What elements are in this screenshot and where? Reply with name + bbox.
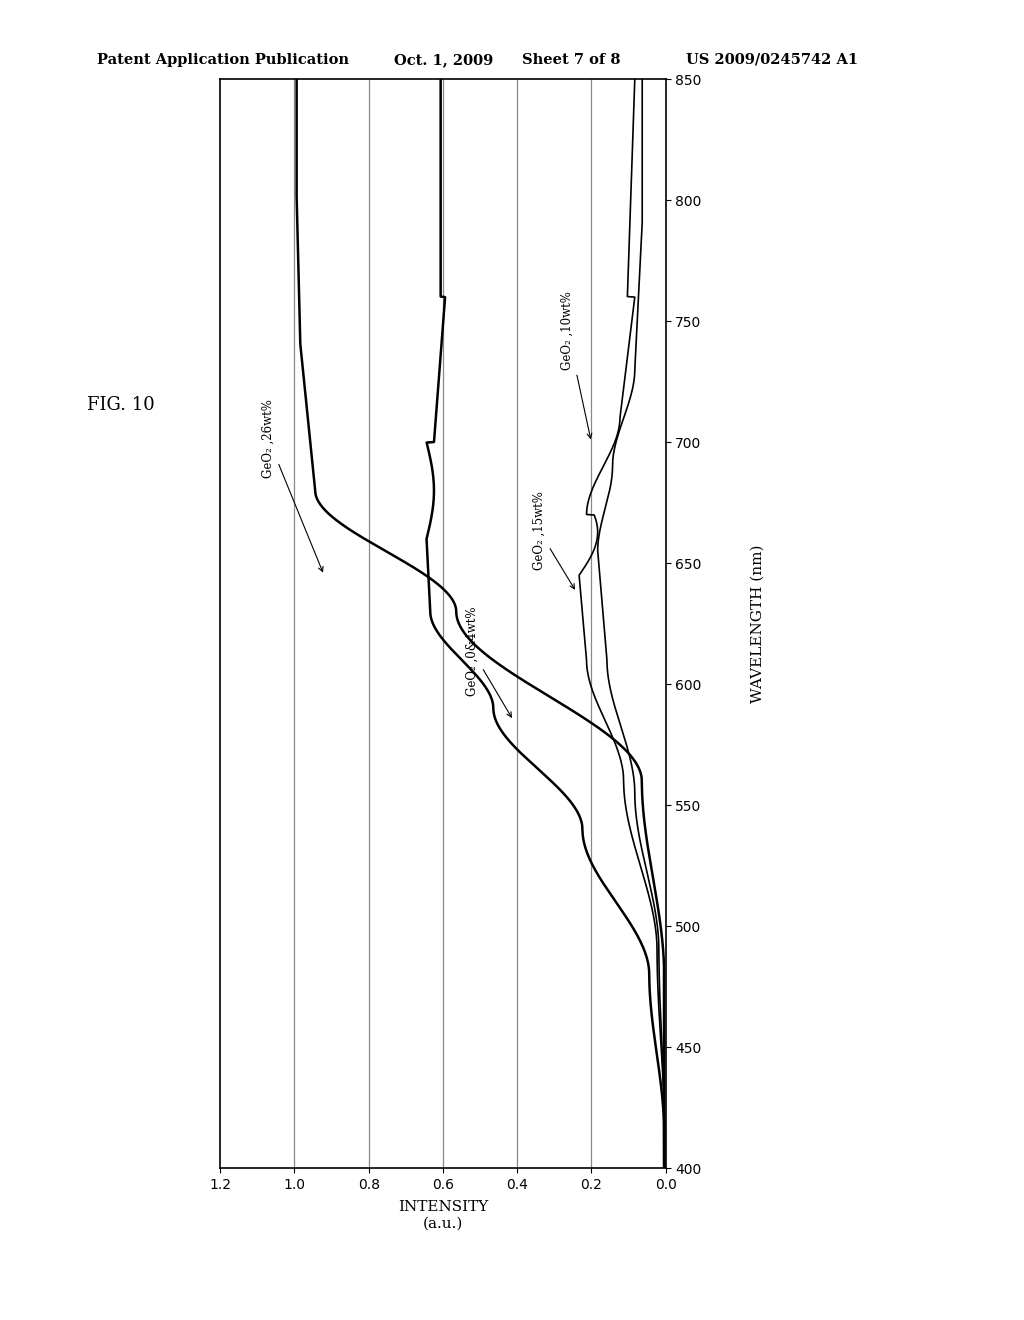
Text: GeO₂ ,10wt%: GeO₂ ,10wt% bbox=[561, 290, 592, 438]
Text: US 2009/0245742 A1: US 2009/0245742 A1 bbox=[686, 53, 858, 67]
Text: Oct. 1, 2009: Oct. 1, 2009 bbox=[394, 53, 494, 67]
Text: GeO₂ ,26wt%: GeO₂ ,26wt% bbox=[262, 400, 323, 572]
Y-axis label: WAVELENGTH (nm): WAVELENGTH (nm) bbox=[751, 544, 764, 704]
X-axis label: INTENSITY
(a.u.): INTENSITY (a.u.) bbox=[397, 1200, 488, 1230]
Text: Patent Application Publication: Patent Application Publication bbox=[97, 53, 349, 67]
Text: Sheet 7 of 8: Sheet 7 of 8 bbox=[522, 53, 621, 67]
Text: GeO₂ ,0&4wt%: GeO₂ ,0&4wt% bbox=[466, 607, 511, 717]
Text: GeO₂ ,15wt%: GeO₂ ,15wt% bbox=[532, 491, 574, 589]
Text: FIG. 10: FIG. 10 bbox=[87, 396, 155, 414]
